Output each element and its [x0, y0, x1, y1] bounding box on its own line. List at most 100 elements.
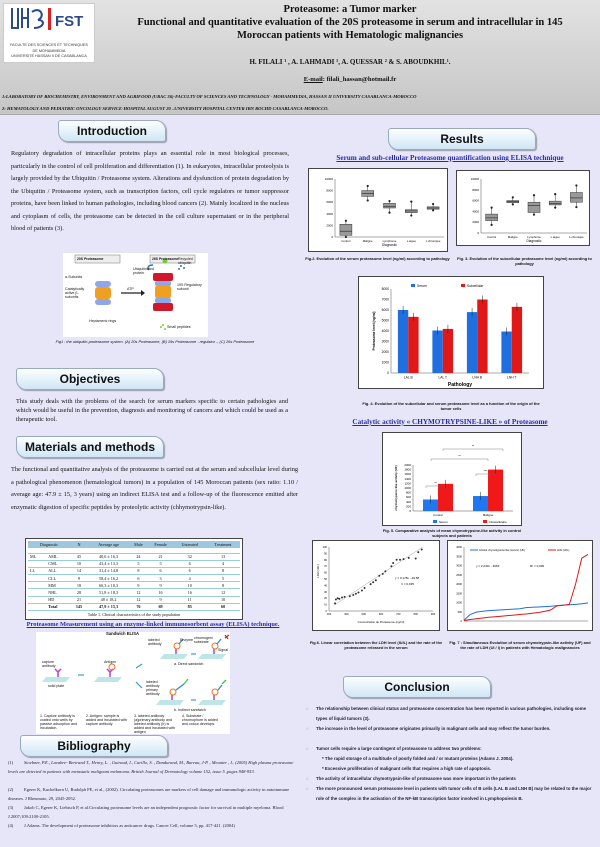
table-row: NHL 28 51,8 ± 18,3 12 16 16 12 — [28, 588, 240, 597]
x-tick-label: 800 — [414, 612, 419, 616]
outlier-point — [532, 194, 536, 197]
data-point — [334, 598, 337, 601]
series-line — [463, 602, 589, 621]
table-cell: 12 — [206, 588, 240, 597]
table-cell: 10 — [69, 560, 89, 568]
box — [339, 223, 353, 236]
data-point — [417, 551, 420, 554]
y-tick-label: 2000 — [456, 582, 462, 586]
objectives-text: This study deals with the problems of th… — [16, 398, 288, 423]
figure-7-line-chart: 0 500 1000 1500 2000 2500 3000 3500 4000 Activité… — [447, 540, 593, 631]
label-rings: Heptameric rings — [89, 319, 117, 323]
y-tick-label: 10000 — [471, 177, 480, 181]
table-cell: 32 — [173, 553, 207, 561]
regression-equation: y = 2,233x - 3063 — [476, 564, 500, 568]
logo-line1: FACULTÉ DES SCIENCES ET TECHNIQUES — [10, 43, 88, 47]
data-point — [343, 595, 346, 598]
y-tick-label: 1400 — [404, 477, 411, 481]
y-tick-label: 20 — [324, 596, 327, 600]
x-tick-label: Maligne — [363, 239, 373, 243]
box — [527, 201, 541, 213]
label-signal: Signal — [218, 648, 228, 652]
y-axis-title: LDH (UI/L) — [316, 564, 320, 577]
bar-sérum — [423, 499, 438, 511]
x-axis-title: Concentration du Protéasome (ng/ml) — [358, 620, 405, 624]
y-tick-label: 800 — [406, 491, 411, 495]
y-tick-label: 500 — [458, 610, 463, 614]
legend-label: Activité chymotrypsine like (serum) (UF) — [479, 548, 525, 552]
data-point — [390, 565, 393, 568]
outlier-point — [344, 219, 347, 222]
conclusion-text: The increase in the level of proteasome … — [316, 726, 551, 731]
y-tick-label: 70 — [324, 564, 327, 568]
y-tick-label: 4000 — [326, 212, 333, 216]
bar-serum — [466, 312, 478, 373]
table-cell: Total — [46, 603, 70, 612]
table-cell: 8 — [206, 567, 240, 576]
box — [570, 192, 583, 203]
table-row: CML 10 43,4 ± 13,3 5 5 6 4 — [28, 560, 240, 568]
figure-2-serum-boxplot: 0 2000 4000 6000 8000 10000 Control Maligne Lymp… — [308, 168, 448, 252]
table-cell — [28, 603, 47, 612]
table-cell: 47,9 ± 15,3 — [88, 603, 130, 612]
table-cell: MM — [46, 581, 70, 590]
x-tick-label: 600 — [379, 612, 384, 616]
bullet-icon: ○ — [306, 746, 309, 751]
data-point — [384, 570, 387, 573]
x-tick-label: Control — [341, 239, 350, 243]
x-tick-label: LAL B — [404, 375, 414, 379]
y-tick-label: 50 — [324, 577, 327, 581]
y-tick-label: 1000 — [382, 361, 390, 365]
y-tick-label: 3000 — [382, 340, 390, 344]
data-point — [420, 548, 423, 551]
x-axis-title: Diagnostic — [382, 243, 397, 247]
table-cell: 69 — [147, 603, 174, 612]
bar-serum — [501, 331, 512, 373]
table-cell: AML — [46, 553, 70, 561]
reference-number: (3) — [8, 805, 14, 810]
elisa-diagram-title: Sandwich ELISA — [106, 631, 140, 636]
label-atp: ATP — [127, 287, 134, 291]
box — [383, 203, 396, 209]
y-tick-label: 6000 — [326, 200, 333, 204]
y-tick-label: 30 — [324, 590, 327, 594]
table-cell: 3 — [147, 574, 174, 583]
conclusion-item: * The rapid storage of a multitude of po… — [322, 754, 600, 764]
y-tick-label: 2000 — [326, 223, 333, 227]
table-cell — [28, 588, 47, 597]
label-19s: 19S Regulatory subunit — [177, 283, 202, 291]
table-cell: NHL — [46, 588, 70, 597]
bullet-icon: ○ — [306, 776, 309, 781]
figure-5-caption: Fig. 5. Comparative analysis of mean chy… — [382, 528, 522, 538]
outlier-point — [575, 205, 578, 209]
objectives-heading: Objectives — [16, 368, 164, 390]
label-primary: labeled antibody primary antibody — [146, 680, 160, 696]
bullet-icon: ○ — [306, 786, 309, 791]
figure-4-bar-chart: 0 1000 2000 3000 4000 5000 6000 7000 8000 LAL B LA… — [358, 276, 544, 389]
table-cell: 12 — [129, 588, 148, 597]
authors: H. FILALI ¹ , A. LAHMADI ¹, A. QUESSAR ²… — [249, 58, 451, 66]
outlier-point — [410, 200, 413, 203]
reference-item: (4) J.Adams. The development of proteasom… — [8, 821, 298, 830]
bullet-icon: ○ — [306, 706, 309, 711]
clinical-table: Diagnostic N Average age Male Female Unt… — [25, 538, 243, 620]
reference-item: (3) Jakob C, Egerer K, Liebisch P, et al.… — [8, 803, 298, 821]
outlier-point — [344, 235, 347, 239]
table-cell: 14 — [69, 567, 89, 576]
table-cell: 21 — [69, 596, 89, 604]
table-row: CLL 9 58,4 ± 16,2 6 3 4 5 — [28, 574, 240, 583]
y-tick-label: 2500 — [456, 573, 462, 577]
20s-proteasome-icon — [95, 281, 111, 305]
label-20s: 20S Proteasome — [77, 257, 104, 261]
outlier-point — [532, 213, 536, 216]
proteasome-diagram — [74, 254, 196, 330]
legend-swatch — [461, 284, 465, 287]
x-tick-label: 400 — [344, 612, 349, 616]
reference-text: Egerer K, Kuckelkorn U, Rudolph PE, et a… — [8, 787, 290, 801]
significance-bracket — [425, 485, 446, 488]
series-line — [463, 553, 589, 621]
table-cell: 6 — [173, 567, 207, 576]
y-tick-label: 6000 — [382, 308, 390, 312]
label-ub-protein: Ubiquitinated protein — [133, 267, 154, 275]
email-address[interactable]: : filali_hassan@hotmail.fr — [322, 76, 397, 83]
